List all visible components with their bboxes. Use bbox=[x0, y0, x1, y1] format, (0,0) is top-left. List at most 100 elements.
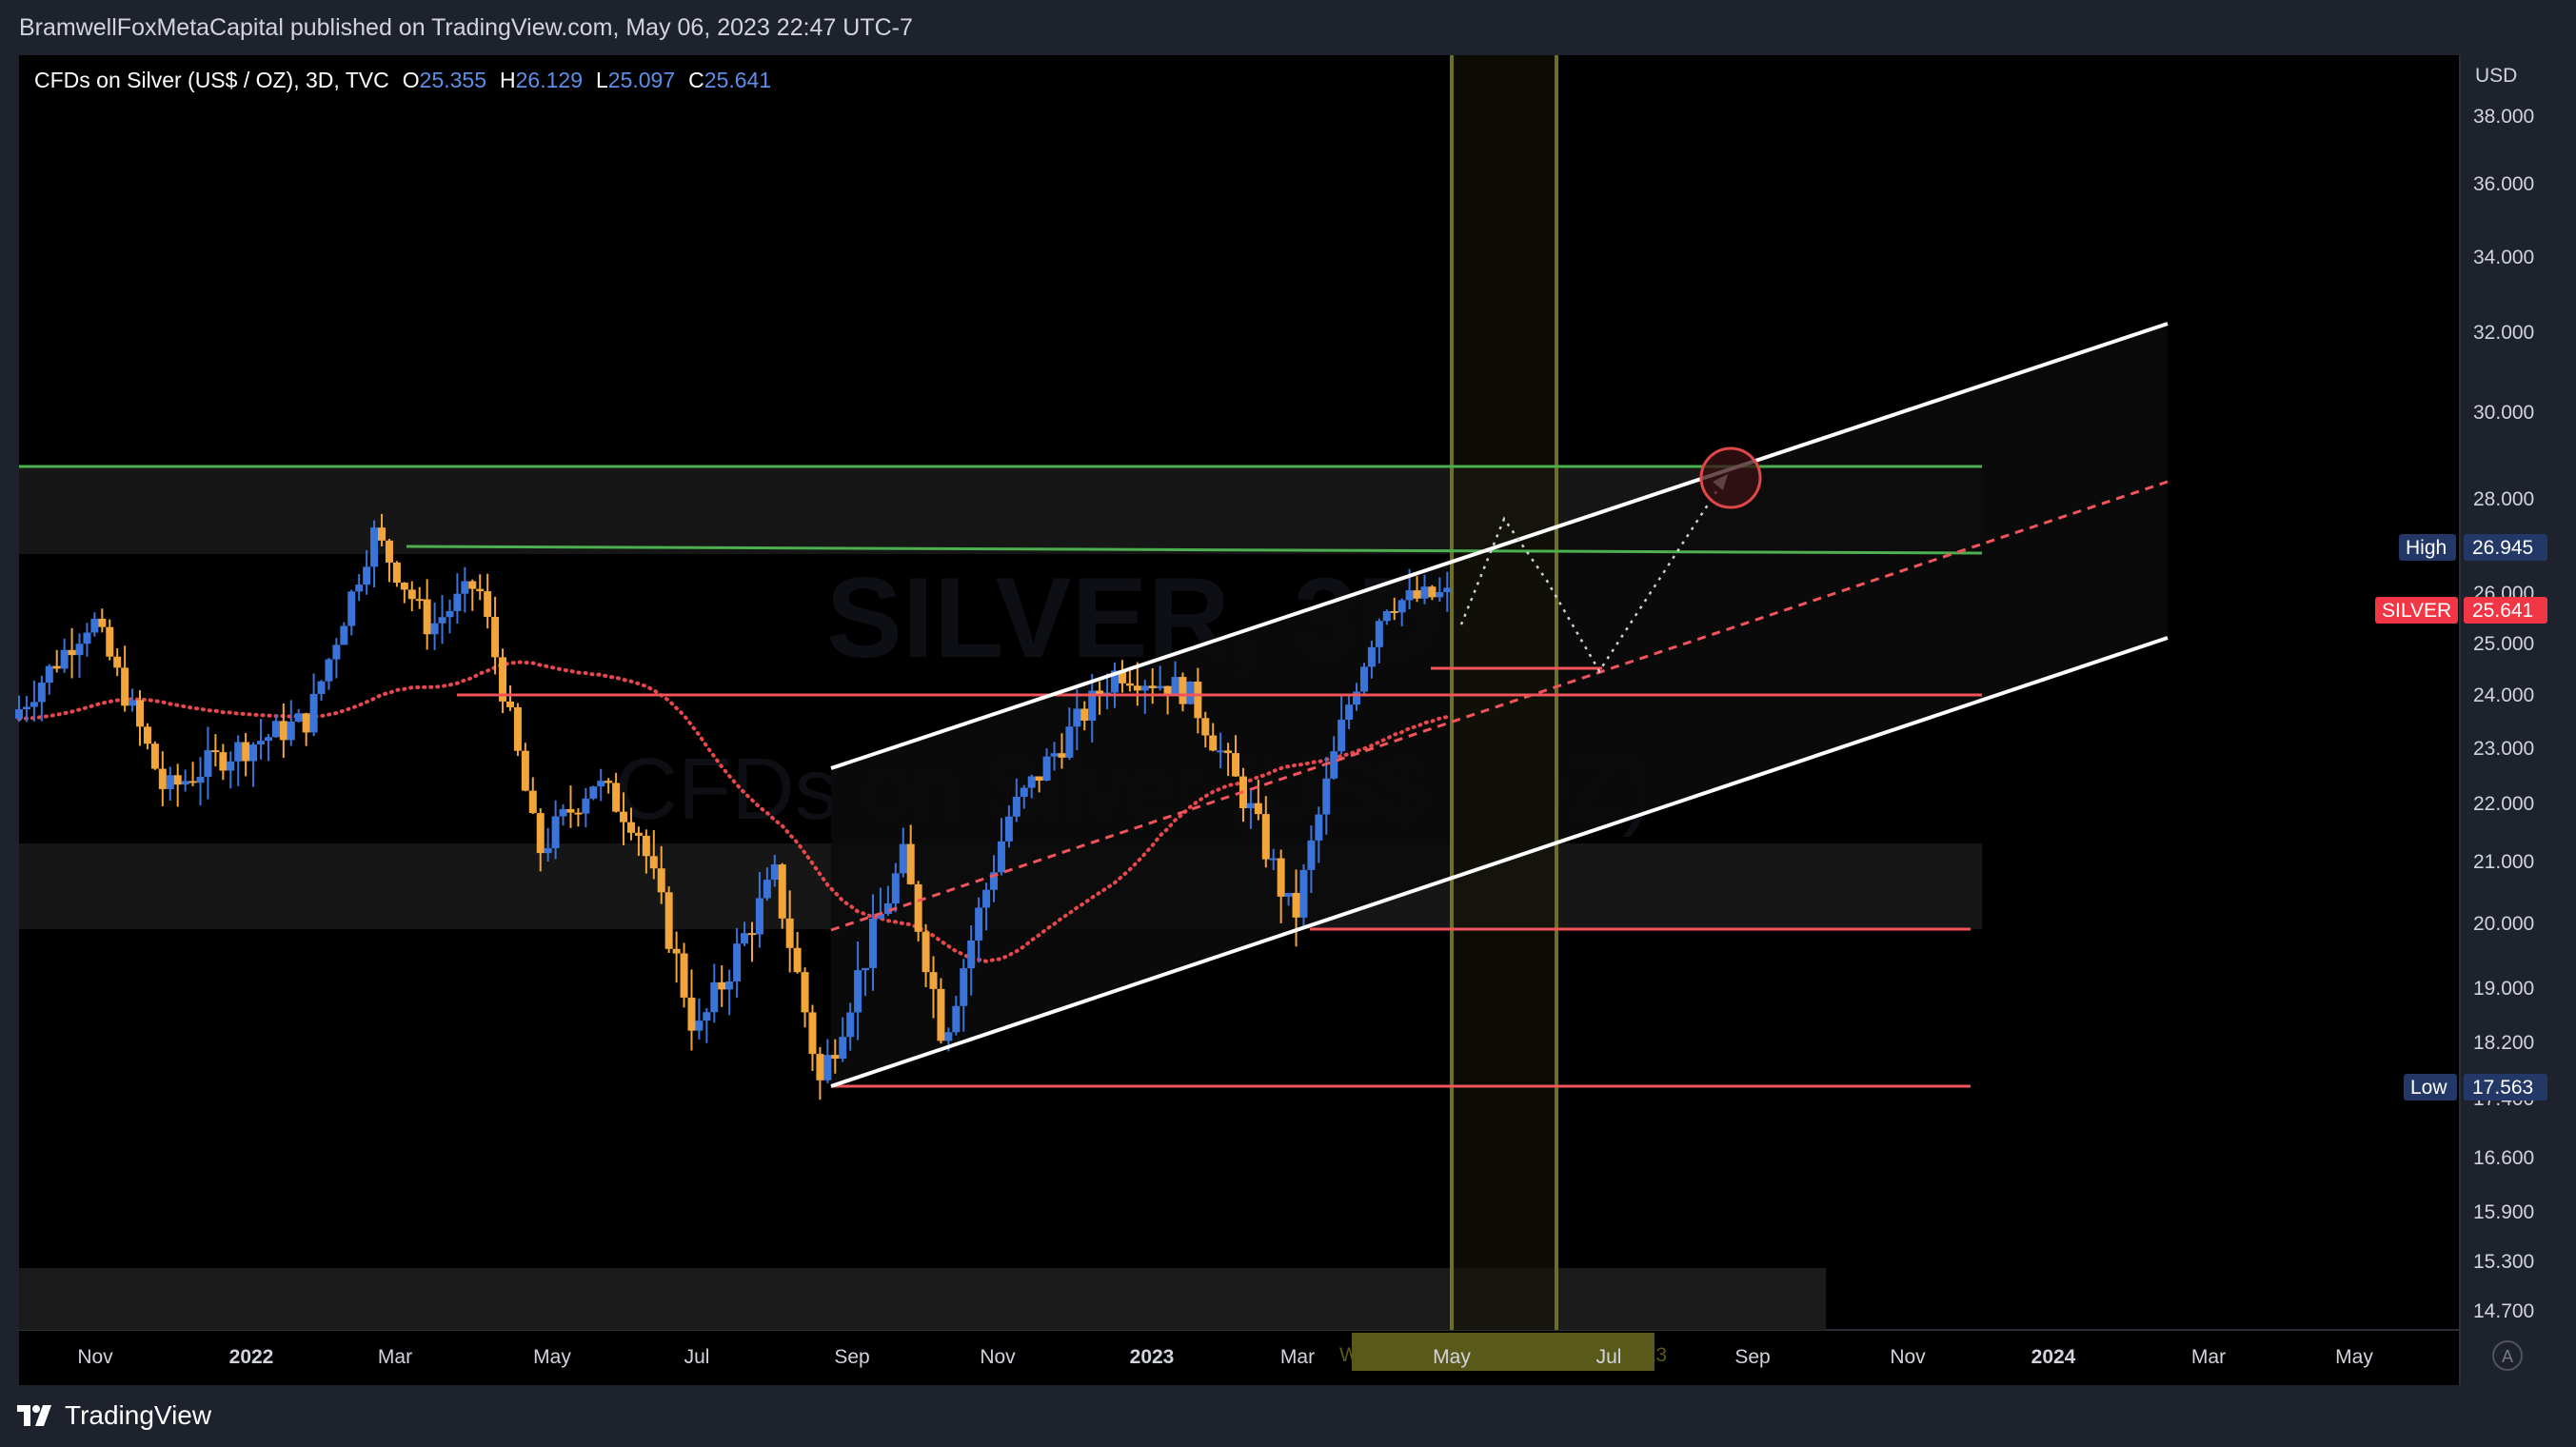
candle-body bbox=[166, 775, 174, 789]
candle-body bbox=[589, 786, 598, 799]
legend-symbol: CFDs on Silver (US$ / OZ), 3D, TVC bbox=[34, 68, 389, 92]
candle-body bbox=[944, 1032, 953, 1041]
candle-body bbox=[839, 1037, 847, 1060]
legend-h-value: 26.129 bbox=[516, 68, 583, 92]
candle-body bbox=[505, 701, 514, 707]
candle-body bbox=[294, 713, 303, 722]
candle-body bbox=[997, 841, 1005, 873]
candle-body bbox=[604, 781, 613, 783]
candle-body bbox=[287, 721, 295, 741]
candle-body bbox=[672, 948, 681, 954]
high-badge-value-bg bbox=[2464, 534, 2547, 561]
candle-body bbox=[90, 618, 99, 633]
candle-body bbox=[687, 997, 696, 1031]
candle-body bbox=[211, 750, 220, 753]
candle-body bbox=[499, 657, 507, 702]
candle-body bbox=[302, 713, 310, 733]
candle-body bbox=[68, 649, 76, 656]
candle-body bbox=[438, 617, 446, 624]
candle-body bbox=[733, 943, 742, 981]
candle-body bbox=[1118, 670, 1126, 684]
candle-body bbox=[188, 781, 197, 783]
candle-body bbox=[1284, 892, 1293, 897]
legend-o-label: O bbox=[403, 68, 420, 92]
candle-body bbox=[1042, 756, 1051, 782]
candle-body bbox=[219, 752, 228, 771]
time-label: Mar bbox=[1280, 1346, 1315, 1368]
time-axis[interactable]: Wed May 17 '23 – Wed Jun 14, 2023 Nov 20… bbox=[77, 1333, 2523, 1371]
candle-body bbox=[1353, 691, 1361, 705]
candle-body bbox=[883, 902, 892, 914]
candle-body bbox=[854, 970, 862, 1013]
candle-body bbox=[823, 1055, 832, 1080]
candle-body bbox=[725, 981, 734, 990]
candle-body bbox=[1277, 858, 1285, 897]
candle-body bbox=[461, 581, 469, 594]
candle-body bbox=[264, 737, 272, 742]
candle-body bbox=[559, 808, 567, 817]
price-axis[interactable]: USD 38.000 36.000 34.000 32.000 30.000 2… bbox=[2473, 65, 2534, 1322]
projection-path[interactable] bbox=[1459, 473, 1730, 674]
candle-body bbox=[1035, 776, 1043, 782]
time-label: Sep bbox=[1734, 1346, 1770, 1368]
candle-body bbox=[75, 644, 84, 656]
candle-body bbox=[649, 856, 658, 869]
candle-body bbox=[279, 721, 287, 741]
candle-body bbox=[317, 681, 326, 694]
tradingview-logo[interactable]: TradingView bbox=[17, 1400, 211, 1431]
candle-body bbox=[975, 907, 983, 941]
time-label: May bbox=[1433, 1346, 1471, 1368]
date-marker-label: Wed May 17 '23 – Wed Jun 14, 2023 bbox=[1339, 1344, 1667, 1366]
candle-body bbox=[1217, 750, 1225, 753]
low-badge-label: Low bbox=[2410, 1077, 2447, 1099]
candle-body bbox=[1133, 685, 1141, 691]
candle-body bbox=[808, 1012, 817, 1055]
candle-body bbox=[1345, 704, 1354, 720]
target-circle[interactable] bbox=[1699, 446, 1762, 509]
price-tick: 20.000 bbox=[2473, 913, 2534, 935]
price-channel[interactable] bbox=[830, 322, 2169, 1088]
candle-body bbox=[1096, 690, 1104, 696]
candle-body bbox=[309, 693, 318, 733]
candle-body bbox=[1232, 753, 1240, 777]
candle-body bbox=[718, 981, 726, 990]
candle-body bbox=[453, 593, 462, 611]
candle-body bbox=[982, 889, 991, 908]
channel-middle-line[interactable] bbox=[830, 480, 2169, 932]
silver-badge-label-bg bbox=[2375, 597, 2458, 624]
candle-body bbox=[1080, 708, 1089, 721]
candle-body bbox=[544, 848, 552, 854]
candle-body bbox=[106, 626, 114, 657]
candle-body bbox=[1261, 814, 1270, 860]
candle-body bbox=[392, 562, 401, 584]
candle-body bbox=[204, 750, 212, 777]
candle-body bbox=[778, 864, 786, 919]
price-tick: 25.000 bbox=[2473, 633, 2534, 655]
auto-scale-button[interactable] bbox=[2492, 1340, 2523, 1371]
channel-upper-line[interactable] bbox=[830, 322, 2169, 770]
candle-body bbox=[249, 744, 258, 762]
legend-h-label: H bbox=[500, 68, 516, 92]
candle-body bbox=[1050, 753, 1059, 757]
auto-scale-label[interactable]: A bbox=[2502, 1347, 2513, 1366]
candle-body bbox=[1330, 751, 1338, 779]
candle-body bbox=[143, 726, 151, 744]
candle-body bbox=[513, 706, 522, 751]
candle-body bbox=[626, 822, 635, 833]
price-tick: 23.000 bbox=[2473, 738, 2534, 760]
candle-body bbox=[1390, 610, 1398, 613]
candle-body bbox=[363, 566, 371, 585]
candle-body bbox=[242, 742, 250, 762]
candle-body bbox=[763, 880, 771, 899]
price-tick: 15.900 bbox=[2473, 1201, 2534, 1223]
channel-lower-line[interactable] bbox=[830, 636, 2169, 1088]
candle-body bbox=[22, 706, 30, 710]
candle-body bbox=[370, 527, 379, 567]
candle-body bbox=[1163, 685, 1172, 697]
candle-body bbox=[521, 750, 529, 791]
publish-line: BramwellFoxMetaCapital published on Trad… bbox=[19, 14, 913, 41]
time-label: Jul bbox=[1596, 1346, 1622, 1368]
legend: CFDs on Silver (US$ / OZ), 3D, TVC O25.35… bbox=[34, 68, 771, 92]
candle-body bbox=[423, 599, 431, 635]
